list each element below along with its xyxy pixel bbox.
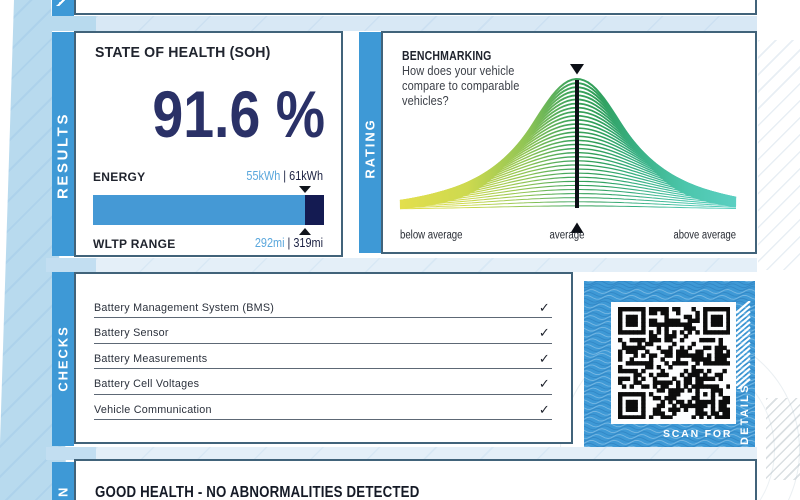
svg-text:below average: below average (400, 230, 463, 242)
svg-text:above average: above average (674, 230, 737, 242)
svg-text:average: average (550, 230, 585, 242)
